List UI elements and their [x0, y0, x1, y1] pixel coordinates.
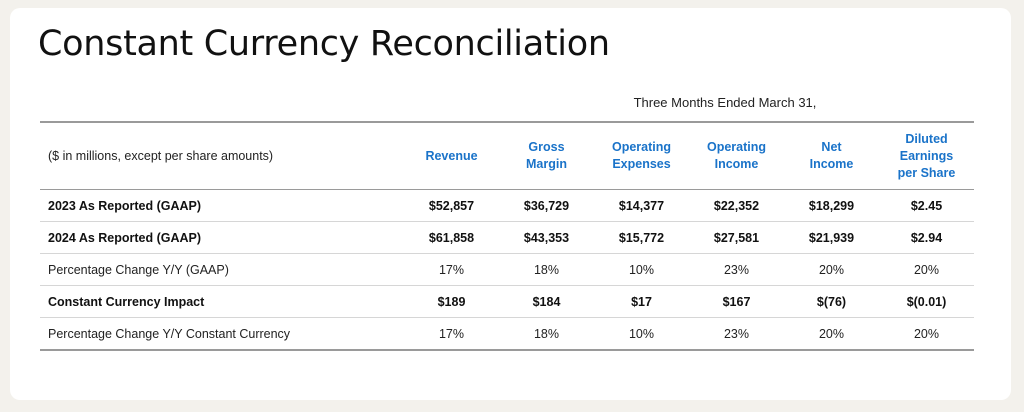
table-cell: $2.94: [879, 221, 974, 254]
table-row: 2023 As Reported (GAAP) $52,857 $36,729 $14…: [40, 189, 974, 222]
column-header-operating-expenses: Operating Expenses: [594, 121, 689, 190]
content-card: Constant Currency Reconciliation Three M…: [10, 8, 1011, 400]
column-header-gross-margin: Gross Margin: [499, 121, 594, 190]
table-cell: 18%: [499, 253, 594, 286]
table-cell: 10%: [594, 253, 689, 286]
table-cell: 20%: [784, 317, 879, 351]
table-header-row: ($ in millions, except per share amounts…: [40, 121, 974, 190]
row-label: Constant Currency Impact: [40, 285, 404, 318]
period-label: Three Months Ended March 31,: [633, 95, 817, 110]
column-header-net-income: Net Income: [784, 121, 879, 190]
table-cell: $14,377: [594, 189, 689, 222]
table-cell: 20%: [879, 253, 974, 286]
table-cell: $2.45: [879, 189, 974, 222]
table-cell: 17%: [404, 253, 499, 286]
table-cell: 17%: [404, 317, 499, 351]
table-cell: $(76): [784, 285, 879, 318]
column-header-operating-income: Operating Income: [689, 121, 784, 190]
column-header-diluted-eps: Diluted Earnings per Share: [879, 121, 974, 190]
table-row: Constant Currency Impact $189 $184 $17 $167 $…: [40, 285, 974, 318]
row-label: Percentage Change Y/Y (GAAP): [40, 253, 404, 286]
table-cell: 23%: [689, 253, 784, 286]
table-row: 2024 As Reported (GAAP) $61,858 $43,353 $15…: [40, 221, 974, 254]
table-cell: $167: [689, 285, 784, 318]
table-cell: $27,581: [689, 221, 784, 254]
table-cell: $21,939: [784, 221, 879, 254]
table-cell: $189: [404, 285, 499, 318]
table-cell: 10%: [594, 317, 689, 351]
table-cell: $(0.01): [879, 285, 974, 318]
table-row: Percentage Change Y/Y Constant Currency 1…: [40, 317, 974, 351]
unit-note: ($ in millions, except per share amounts…: [40, 121, 404, 190]
column-header-revenue: Revenue: [404, 121, 499, 190]
table-cell: $15,772: [594, 221, 689, 254]
row-label: 2023 As Reported (GAAP): [40, 189, 404, 222]
table-cell: $52,857: [404, 189, 499, 222]
table-cell: $36,729: [499, 189, 594, 222]
table-cell: $184: [499, 285, 594, 318]
table-body: 2023 As Reported (GAAP) $52,857 $36,729 $14…: [40, 189, 974, 351]
table-cell: 18%: [499, 317, 594, 351]
table-cell: $22,352: [689, 189, 784, 222]
table-cell: $17: [594, 285, 689, 318]
row-label: 2024 As Reported (GAAP): [40, 221, 404, 254]
table-cell: 20%: [879, 317, 974, 351]
table-cell: $43,353: [499, 221, 594, 254]
table-cell: $61,858: [404, 221, 499, 254]
reconciliation-table: ($ in millions, except per share amounts…: [40, 121, 974, 351]
table-row: Percentage Change Y/Y (GAAP) 17% 18% 10% 23%…: [40, 253, 974, 286]
table-cell: 20%: [784, 253, 879, 286]
row-label: Percentage Change Y/Y Constant Currency: [40, 317, 404, 351]
table-cell: 23%: [689, 317, 784, 351]
table-cell: $18,299: [784, 189, 879, 222]
page-title: Constant Currency Reconciliation: [38, 24, 610, 64]
